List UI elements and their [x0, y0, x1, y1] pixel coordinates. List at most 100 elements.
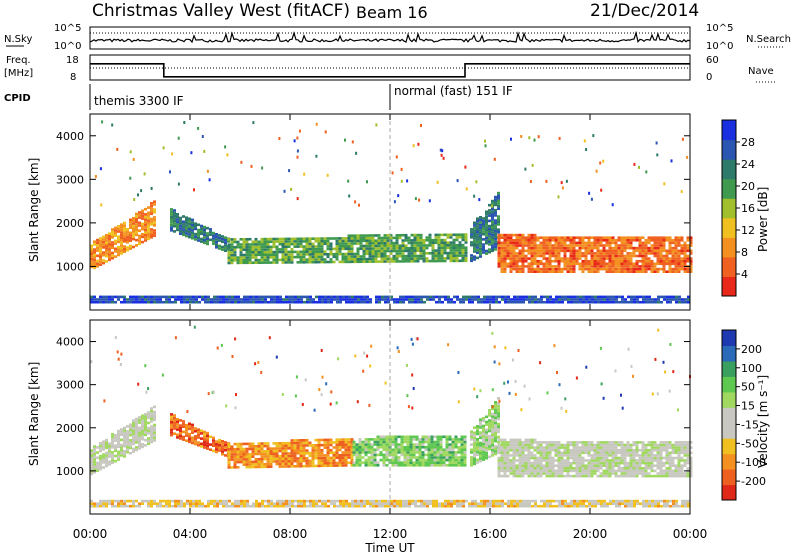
velocity-cell [311, 462, 315, 465]
velocity-cell [350, 451, 354, 454]
velocity-cell [479, 449, 482, 452]
power-cell [579, 298, 582, 301]
power-cell [287, 255, 291, 259]
power-cell [350, 250, 354, 253]
power-cell [630, 295, 633, 299]
velocity-cell [488, 409, 491, 412]
velocity-cell [182, 420, 185, 423]
velocity-cell [497, 456, 501, 460]
power-cell [531, 295, 534, 299]
velocity-cell [662, 443, 666, 447]
power-cell [194, 235, 197, 239]
power-cell [518, 265, 522, 268]
power-cell [362, 255, 366, 258]
velocity-cell [560, 456, 564, 460]
velocity-cell [281, 454, 285, 458]
velocity-cell [266, 465, 270, 469]
velocity-cell [602, 469, 606, 473]
power-cell [245, 256, 249, 259]
velocity-cell [111, 504, 114, 508]
power-cell [599, 262, 603, 266]
velocity-cell [587, 464, 591, 467]
velocity-cell [350, 445, 354, 449]
power-cell [93, 295, 96, 299]
velocity-cell [479, 446, 482, 450]
power-cell [212, 242, 215, 245]
velocity-cell [347, 451, 351, 454]
power-cell [185, 229, 188, 232]
velocity-cell [403, 456, 407, 459]
power-cell [224, 241, 227, 245]
power-cell [530, 252, 534, 255]
power-cell [368, 247, 372, 250]
power-cell [389, 247, 393, 250]
power-cell [560, 259, 564, 263]
power-cell [165, 298, 168, 301]
power-cell [521, 254, 525, 258]
power-cell [249, 295, 252, 299]
power-cell [540, 298, 543, 301]
power-cell [587, 252, 591, 255]
power-cell [599, 249, 603, 253]
velocity-cell [418, 453, 422, 457]
power-cell [90, 295, 93, 299]
velocity-cell [623, 467, 627, 470]
power-cell [240, 298, 243, 301]
power-cell [144, 213, 147, 216]
velocity-cell [656, 448, 660, 452]
power-cell [533, 259, 537, 263]
power-cell [590, 244, 594, 247]
velocity-cell [656, 456, 660, 460]
velocity-cell [341, 459, 345, 462]
power-cell [623, 259, 627, 263]
velocity-cell [644, 448, 648, 452]
power-cell [545, 246, 549, 250]
velocity-cell [314, 456, 318, 460]
power-cell [462, 300, 465, 304]
velocity-cell [563, 469, 567, 473]
power-cell [495, 300, 498, 304]
power-speckle [296, 155, 299, 159]
power-speckle [590, 197, 593, 201]
power-cell [422, 257, 426, 260]
power-cell [524, 257, 528, 260]
velocity-cell [120, 502, 123, 505]
velocity-cell [451, 456, 455, 459]
power-cell [536, 246, 540, 250]
velocity-cell [650, 469, 654, 473]
power-cell [389, 234, 393, 237]
power-cell [620, 259, 624, 263]
velocity-cell [293, 457, 297, 460]
power-cell [96, 246, 99, 250]
velocity-cell [659, 441, 663, 444]
power-cell [93, 300, 96, 304]
power-speckle [169, 170, 171, 174]
velocity-cell [132, 502, 135, 505]
power-cell [614, 241, 618, 245]
power-cell [677, 267, 681, 271]
velocity-cell [287, 452, 291, 455]
velocity-cell [566, 448, 570, 452]
velocity-cell [341, 461, 345, 465]
power-cell [335, 258, 339, 261]
power-cell [368, 239, 372, 243]
power-cell [479, 255, 482, 258]
power-cell [446, 251, 450, 255]
power-cell [488, 243, 491, 246]
velocity-cell [123, 449, 126, 453]
velocity-cell [296, 457, 300, 460]
power-cell [479, 236, 482, 240]
velocity-cell [439, 443, 443, 446]
power-cell [422, 244, 426, 247]
power-cell [458, 233, 462, 236]
velocity-cell [191, 441, 194, 445]
power-cell [647, 236, 651, 239]
power-cell [428, 252, 432, 255]
velocity-cell [445, 445, 449, 449]
velocity-cell [554, 472, 558, 475]
velocity-cell [132, 504, 135, 508]
velocity-cell [326, 451, 330, 455]
power-cell [606, 300, 609, 304]
power-cell [614, 270, 618, 273]
power-cell [188, 225, 191, 228]
